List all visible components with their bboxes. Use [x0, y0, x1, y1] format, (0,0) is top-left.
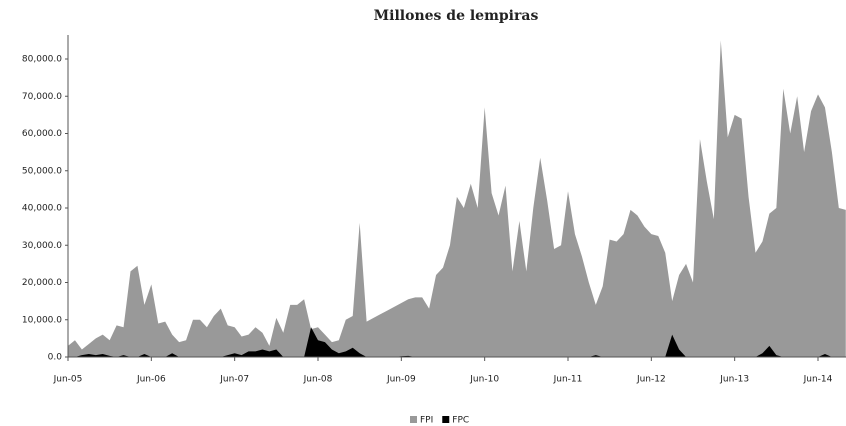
- x-tick-label: Jun-09: [386, 375, 416, 385]
- y-tick-label: 30,000.0: [22, 241, 62, 251]
- x-tick-label: Jun-06: [136, 375, 166, 385]
- y-tick-label: 0.0: [48, 353, 63, 363]
- y-tick-label: 20,000.0: [22, 278, 62, 288]
- y-tick-label: 50,000.0: [22, 166, 62, 176]
- y-tick-label: 40,000.0: [22, 204, 62, 214]
- chart-title: Millones de lempiras: [374, 8, 539, 24]
- y-tick-label: 60,000.0: [22, 129, 62, 139]
- legend-swatch: [410, 416, 417, 423]
- x-tick-label: Jun-13: [719, 375, 749, 385]
- legend-label: FPC: [452, 416, 469, 426]
- x-tick-label: Jun-08: [303, 375, 333, 385]
- y-tick-label: 70,000.0: [22, 92, 62, 102]
- area: [68, 40, 846, 357]
- area: [68, 327, 846, 357]
- x-tick-label: Jun-05: [53, 375, 83, 385]
- x-tick-label: Jun-07: [219, 375, 249, 385]
- x-tick-label: Jun-12: [636, 375, 666, 385]
- x-tick-label: Jun-10: [469, 375, 499, 385]
- x-tick-label: Jun-14: [803, 375, 833, 385]
- legend-label: FPI: [420, 416, 433, 426]
- y-tick-label: 80,000.0: [22, 55, 62, 65]
- legend-swatch: [442, 416, 450, 423]
- y-tick-label: 10,000.0: [22, 315, 62, 325]
- x-tick-label: Jun-11: [553, 375, 583, 385]
